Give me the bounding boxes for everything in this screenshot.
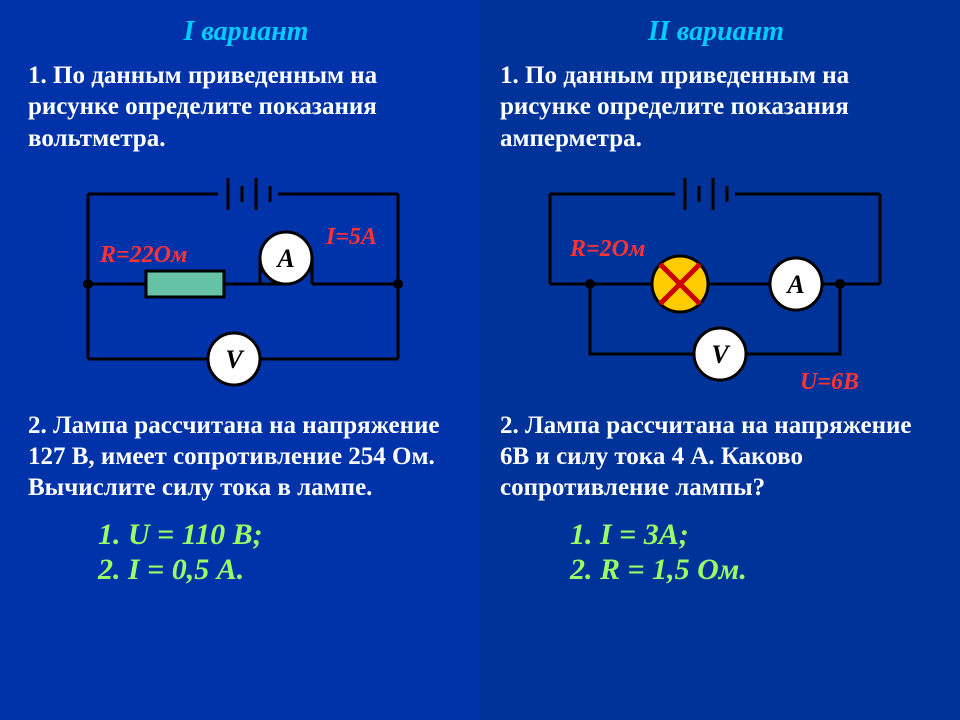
circuit-1-R-label: R=22Ом (99, 242, 187, 268)
ammeter-icon: А (260, 232, 312, 284)
variant-1-answer-1: 1. U = 110 В; (98, 518, 464, 552)
voltmeter-icon: V (208, 333, 260, 385)
ammeter-label: А (275, 244, 294, 273)
variant-1-answer-2: 2. I = 0,5 А. (98, 553, 464, 587)
battery-icon (685, 178, 727, 210)
variant-1-answers: 1. U = 110 В; 2. I = 0,5 А. (28, 518, 464, 587)
variant-2-answer-1: 1. I = 3А; (570, 518, 932, 552)
variant-2-task-1: 1. По данным приведенным на рисунке опре… (500, 60, 932, 154)
variant-2-answer-2: 2. R = 1,5 Ом. (570, 553, 932, 587)
variant-2-answers: 1. I = 3А; 2. R = 1,5 Ом. (500, 518, 932, 587)
voltmeter-icon: V (694, 328, 746, 380)
variant-2-task-2: 2. Лампа рассчитана на напряжение 6В и с… (500, 410, 932, 504)
lamp-icon (652, 256, 708, 312)
circuit-1: А V R=22Ом I=5А (28, 164, 464, 404)
resistor-icon (146, 271, 224, 297)
variant-1-task-2: 2. Лампа рассчитана на напряжение 127 В,… (28, 410, 464, 504)
variant-1-panel: I вариант 1. По данным приведенным на ри… (0, 0, 480, 720)
battery-icon (228, 178, 270, 210)
voltmeter-label: V (711, 340, 731, 369)
ammeter-label: А (785, 270, 804, 299)
circuit-1-I-label: I=5А (325, 224, 377, 250)
circuit-2-U-label: U=6В (800, 369, 859, 395)
circuit-2-R-label: R=2Ом (569, 236, 645, 262)
ammeter-icon: А (770, 258, 822, 310)
voltmeter-label: V (225, 345, 245, 374)
circuit-2: А V R=2Ом U=6В (500, 164, 932, 404)
variant-2-title: II вариант (500, 16, 932, 48)
variant-1-title: I вариант (28, 16, 464, 48)
variant-2-panel: II вариант 1. По данным приведенным на р… (480, 0, 960, 720)
variant-1-task-1: 1. По данным приведенным на рисунке опре… (28, 60, 464, 154)
